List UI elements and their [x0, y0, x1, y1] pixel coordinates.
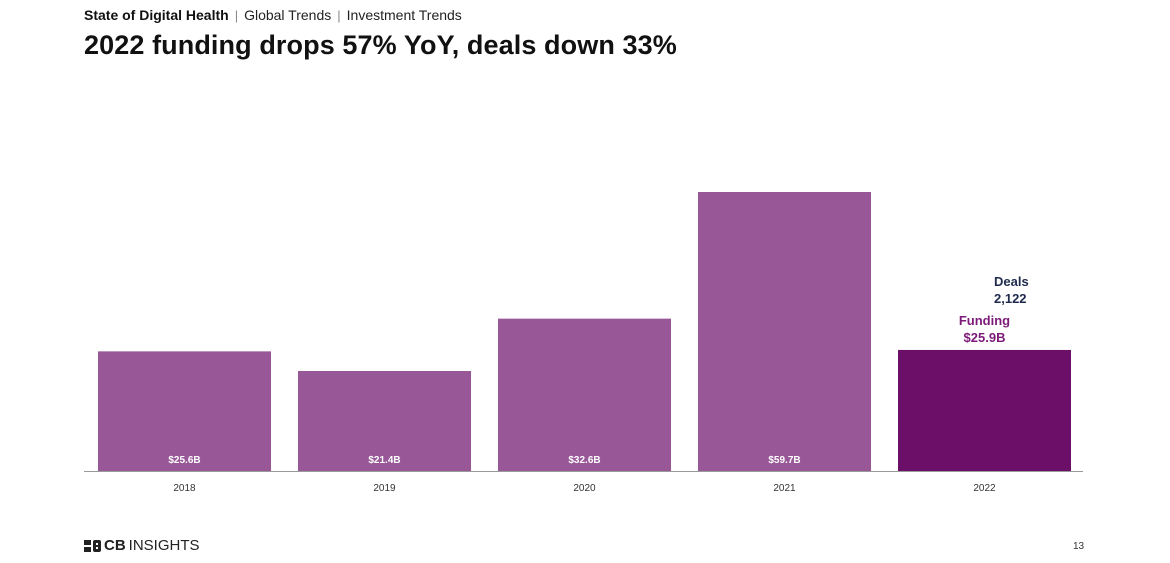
funding-callout-title: Funding — [959, 313, 1010, 328]
x-tick-label-2018: 2018 — [173, 483, 196, 494]
funding-bar-2021 — [698, 192, 871, 471]
x-tick-label-2020: 2020 — [573, 483, 596, 494]
breadcrumb-item-section[interactable]: Global Trends — [244, 7, 332, 23]
x-tick-label-2019: 2019 — [373, 483, 396, 494]
funding-bar-label-2018: $25.6B — [168, 455, 200, 466]
breadcrumb-item-report[interactable]: State of Digital Health — [84, 7, 229, 23]
breadcrumb-separator: | — [337, 8, 341, 23]
funding-callout-value: $25.9B — [964, 330, 1006, 345]
funding-bar-2018 — [98, 351, 271, 471]
deals-callout-value: 2,122 — [994, 291, 1027, 306]
funding-bar-2020 — [498, 318, 671, 471]
page-number: 13 — [1073, 541, 1085, 552]
breadcrumb: State of Digital Health | Global Trends | In… — [84, 7, 462, 23]
breadcrumb-separator: | — [234, 8, 239, 23]
funding-bar-label-2020: $32.6B — [568, 455, 600, 466]
cb-insights-logo-icon — [84, 539, 101, 552]
x-tick-label-2021: 2021 — [773, 483, 796, 494]
logo-text-prefix: CB — [104, 537, 126, 554]
page-title: 2022 funding drops 57% YoY, deals down 3… — [84, 30, 677, 60]
deals-callout-title: Deals — [994, 274, 1029, 289]
x-tick-label-2022: 2022 — [973, 483, 996, 494]
funding-bar-label-2021: $59.7B — [768, 455, 800, 466]
logo-text-suffix: INSIGHTS — [128, 537, 200, 554]
cb-insights-logo: CB INSIGHTS — [84, 537, 200, 554]
breadcrumb-item-subsection[interactable]: Investment Trends — [346, 7, 462, 23]
funding-bar-2019 — [298, 370, 471, 471]
funding-bar-label-2019: $21.4B — [368, 455, 400, 466]
funding-bar-2022 — [898, 349, 1071, 471]
